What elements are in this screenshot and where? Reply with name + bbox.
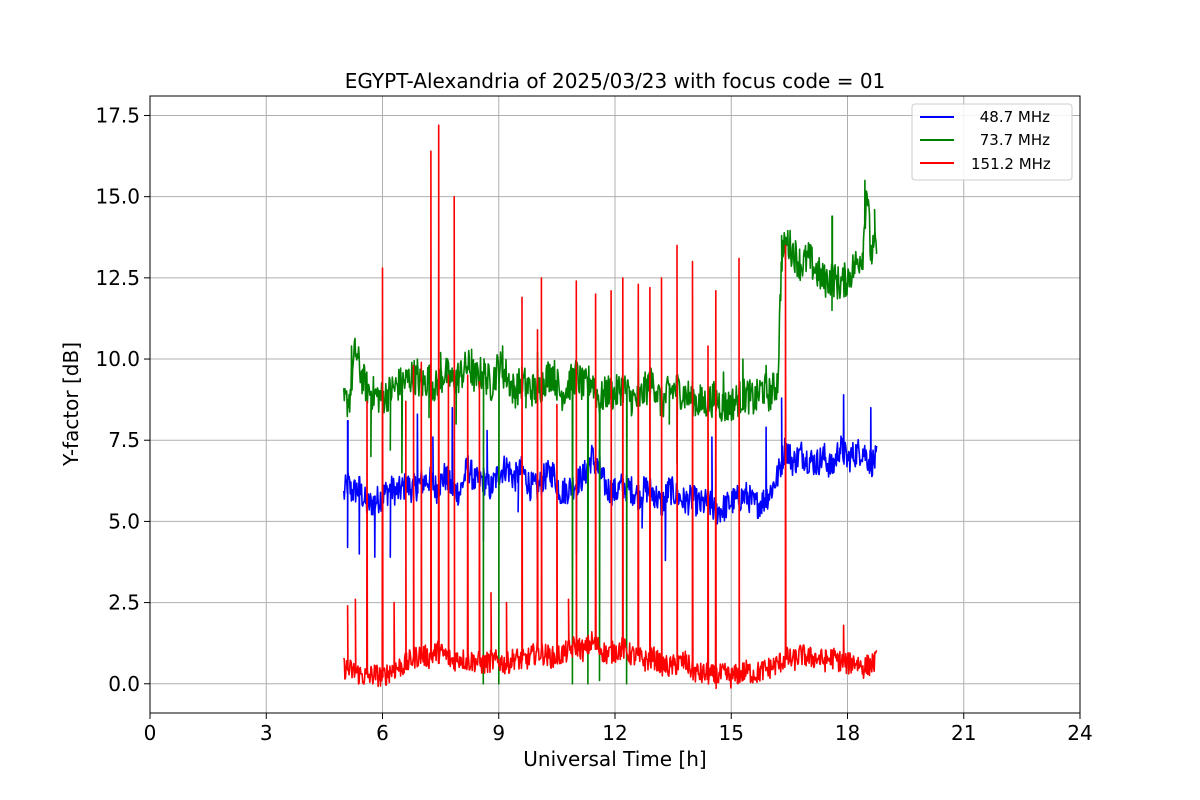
y-tick-label: 5.0 [108, 509, 140, 533]
x-axis-label: Universal Time [h] [523, 747, 706, 771]
x-tick-label: 18 [835, 721, 860, 745]
x-tick-label: 3 [260, 721, 273, 745]
legend-label-151mhz: 151.2 MHz [971, 155, 1051, 173]
legend-box [911, 103, 1073, 181]
x-tick-label: 9 [492, 721, 505, 745]
y-tick-label: 12.5 [95, 266, 140, 290]
x-tick-label: 0 [144, 721, 157, 745]
y-tick-label: 17.5 [95, 103, 140, 127]
chart-title: EGYPT-Alexandria of 2025/03/23 with focu… [345, 69, 886, 93]
x-axis: 0 3 6 9 12 15 18 21 24 [144, 713, 1093, 745]
x-tick-label: 24 [1067, 721, 1092, 745]
x-tick-label: 6 [376, 721, 389, 745]
legend: 48.7 MHz 73.7 MHz 151.2 MHz [911, 103, 1073, 181]
x-tick-label: 15 [719, 721, 744, 745]
series-layer [343, 124, 878, 690]
y-axis: 0.0 2.5 5.0 7.5 10.0 12.5 15.0 17.5 [95, 103, 150, 696]
x-tick-label: 21 [951, 721, 976, 745]
legend-label-73mhz: 73.7 MHz [975, 131, 1050, 149]
series-151mhz [343, 124, 878, 690]
y-tick-label: 2.5 [108, 591, 140, 615]
x-tick-label: 12 [602, 721, 627, 745]
y-axis-label: Y-factor [dB] [59, 342, 83, 467]
y-tick-label: 0.0 [108, 672, 140, 696]
y-tick-label: 10.0 [95, 347, 140, 371]
legend-label-48mhz: 48.7 MHz [975, 108, 1050, 126]
y-tick-label: 15.0 [95, 185, 140, 209]
y-tick-label: 7.5 [108, 428, 140, 452]
